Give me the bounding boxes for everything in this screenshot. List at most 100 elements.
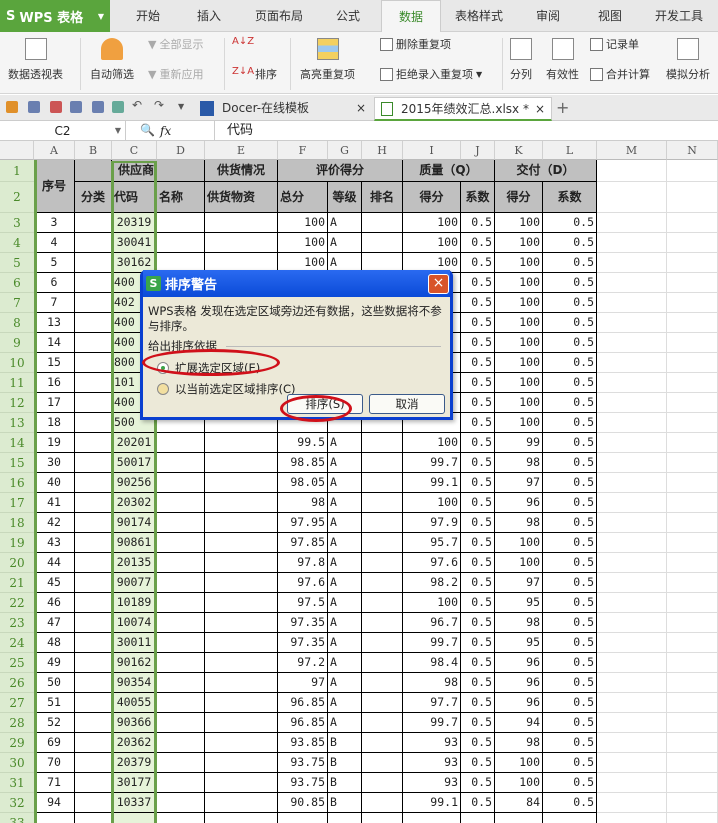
row-header-27[interactable]: 27	[0, 693, 34, 713]
cell-K32[interactable]: 84	[495, 793, 543, 813]
cell-H19[interactable]	[362, 533, 403, 553]
cell-N10[interactable]	[667, 353, 718, 373]
cell-H15[interactable]	[362, 453, 403, 473]
row-header-3[interactable]: 3	[0, 213, 34, 233]
cell-B31[interactable]	[75, 773, 112, 793]
cell-A6[interactable]: 6	[34, 273, 75, 293]
tab-table-style[interactable]: 表格样式	[454, 9, 503, 23]
cell-G19[interactable]: A	[328, 533, 362, 553]
cell-J10[interactable]: 0.5	[461, 353, 495, 373]
cell-L14[interactable]: 0.5	[543, 433, 597, 453]
cell-F15[interactable]: 98.85	[278, 453, 328, 473]
cell-H4[interactable]	[362, 233, 403, 253]
cell-F30[interactable]: 93.75	[278, 753, 328, 773]
cell-G4[interactable]: A	[328, 233, 362, 253]
cell-M25[interactable]	[597, 653, 667, 673]
cell-G26[interactable]: A	[328, 673, 362, 693]
cell-F26[interactable]: 97	[278, 673, 328, 693]
cell-K9[interactable]: 100	[495, 333, 543, 353]
cell-E4[interactable]	[205, 233, 278, 253]
cell[interactable]	[597, 182, 667, 213]
cell-A22[interactable]: 46	[34, 593, 75, 613]
cell-J28[interactable]: 0.5	[461, 713, 495, 733]
cell-E13[interactable]	[205, 413, 278, 433]
cell-C22[interactable]: 10189	[112, 593, 157, 613]
cell-E29[interactable]	[205, 733, 278, 753]
fx-icon[interactable]: fx	[160, 124, 172, 138]
cell-A8[interactable]: 13	[34, 313, 75, 333]
cell-G31[interactable]: B	[328, 773, 362, 793]
what-if-button[interactable]: 模拟分析	[666, 38, 710, 82]
row-header-26[interactable]: 26	[0, 673, 34, 693]
cell-M17[interactable]	[597, 493, 667, 513]
row-header-10[interactable]: 10	[0, 353, 34, 373]
cell-N16[interactable]	[667, 473, 718, 493]
cell-J14[interactable]: 0.5	[461, 433, 495, 453]
cell-M6[interactable]	[597, 273, 667, 293]
cell-J16[interactable]: 0.5	[461, 473, 495, 493]
app-menu-button[interactable]: S WPS 表格 ▼	[0, 0, 110, 32]
cell-J33[interactable]	[461, 813, 495, 823]
cell-N3[interactable]	[667, 213, 718, 233]
tab-page-layout[interactable]: 页面布局	[254, 9, 303, 23]
cell-L12[interactable]: 0.5	[543, 393, 597, 413]
cell-N27[interactable]	[667, 693, 718, 713]
cell-F14[interactable]: 99.5	[278, 433, 328, 453]
row-header-30[interactable]: 30	[0, 753, 34, 773]
cell-J15[interactable]: 0.5	[461, 453, 495, 473]
cell-N5[interactable]	[667, 253, 718, 273]
header-goods[interactable]: 供货物资	[205, 182, 278, 213]
cell-N26[interactable]	[667, 673, 718, 693]
cell-C5[interactable]: 30162	[112, 253, 157, 273]
row-header-18[interactable]: 18	[0, 513, 34, 533]
cell-B11[interactable]	[75, 373, 112, 393]
cell-A24[interactable]: 48	[34, 633, 75, 653]
cell-E30[interactable]	[205, 753, 278, 773]
header-q_score[interactable]: 得分	[403, 182, 461, 213]
formula-input[interactable]: 代码	[214, 121, 718, 141]
cell-L13[interactable]: 0.5	[543, 413, 597, 433]
cell-N29[interactable]	[667, 733, 718, 753]
column-header-F[interactable]: F	[278, 141, 328, 160]
cell-B3[interactable]	[75, 213, 112, 233]
cell-K18[interactable]: 98	[495, 513, 543, 533]
column-header-D[interactable]: D	[157, 141, 205, 160]
cell-G14[interactable]: A	[328, 433, 362, 453]
split-column-button[interactable]: 分列	[510, 38, 532, 82]
cell-D33[interactable]	[157, 813, 205, 823]
cell-B18[interactable]	[75, 513, 112, 533]
print-icon[interactable]	[70, 101, 82, 113]
cell-K31[interactable]: 100	[495, 773, 543, 793]
cell-M28[interactable]	[597, 713, 667, 733]
cell-B22[interactable]	[75, 593, 112, 613]
row-header-33[interactable]: 33	[0, 813, 34, 823]
cell-E23[interactable]	[205, 613, 278, 633]
cell-B29[interactable]	[75, 733, 112, 753]
cell-N12[interactable]	[667, 393, 718, 413]
cell-K20[interactable]: 100	[495, 553, 543, 573]
cell-I20[interactable]: 97.6	[403, 553, 461, 573]
cell-C15[interactable]: 50017	[112, 453, 157, 473]
cell-E15[interactable]	[205, 453, 278, 473]
column-header-N[interactable]: N	[667, 141, 718, 160]
close-tab-icon[interactable]: ×	[355, 101, 366, 115]
cell-J25[interactable]: 0.5	[461, 653, 495, 673]
header-seq[interactable]: 序号	[34, 160, 75, 213]
header-grade[interactable]: 等级	[328, 182, 362, 213]
cell-D28[interactable]	[157, 713, 205, 733]
cell-G15[interactable]: A	[328, 453, 362, 473]
cell-A25[interactable]: 49	[34, 653, 75, 673]
cell-I16[interactable]: 99.1	[403, 473, 461, 493]
cell-N20[interactable]	[667, 553, 718, 573]
cell-A18[interactable]: 42	[34, 513, 75, 533]
dialog-title-bar[interactable]: S 排序警告	[143, 270, 450, 297]
cell-I23[interactable]: 96.7	[403, 613, 461, 633]
cell-M23[interactable]	[597, 613, 667, 633]
cell-J11[interactable]: 0.5	[461, 373, 495, 393]
cell-M20[interactable]	[597, 553, 667, 573]
cell-J6[interactable]: 0.5	[461, 273, 495, 293]
row-header-24[interactable]: 24	[0, 633, 34, 653]
cell-E25[interactable]	[205, 653, 278, 673]
cell-B20[interactable]	[75, 553, 112, 573]
cell-K10[interactable]: 100	[495, 353, 543, 373]
